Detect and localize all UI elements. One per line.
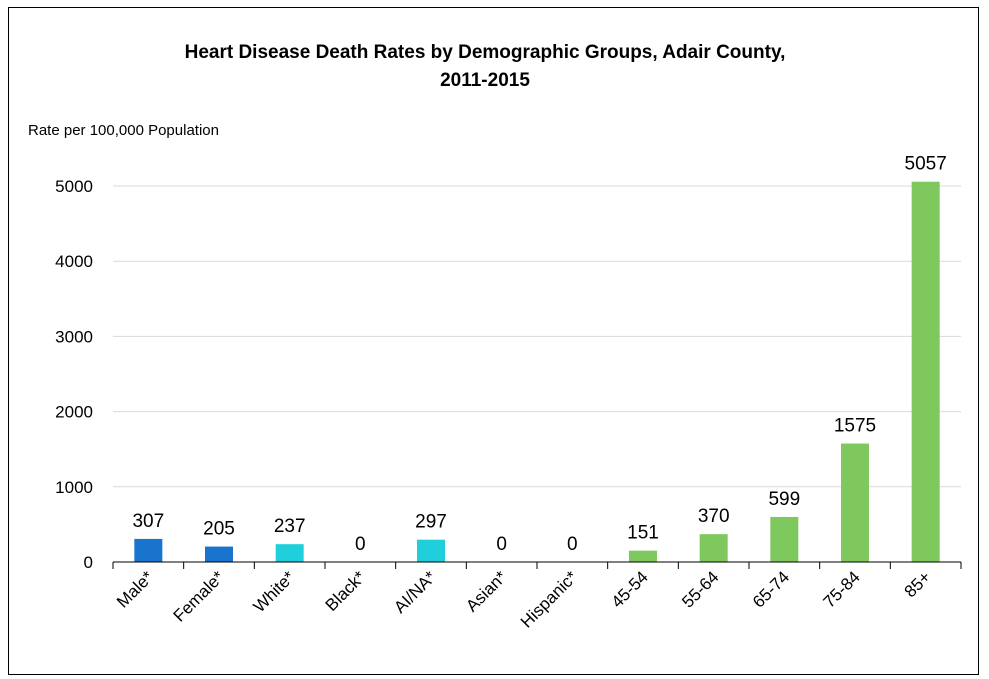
bar	[911, 181, 940, 562]
x-tick-label: 55-64	[678, 567, 722, 611]
x-tick-label: 85+	[901, 567, 935, 601]
data-label: 205	[203, 519, 235, 540]
bar	[205, 546, 233, 562]
data-label: 151	[627, 523, 659, 544]
x-tick-label: 65-74	[749, 567, 793, 611]
x-tick-label: 45-54	[608, 567, 652, 611]
data-label: 5057	[905, 154, 947, 175]
x-tick-label: 75-84	[820, 567, 864, 611]
x-tick-label: Male*	[113, 567, 157, 611]
bar	[417, 539, 445, 562]
bar	[275, 544, 304, 562]
x-tick-label: Black*	[322, 567, 370, 615]
data-label: 599	[768, 489, 800, 510]
y-tick-label: 1000	[55, 478, 93, 497]
data-label: 307	[132, 511, 164, 532]
bar	[841, 443, 869, 562]
x-tick-labels: Male* Female* White* Black* AI/NA* Asian* Hisp…	[113, 567, 935, 631]
y-axis-label: Rate per 100,000 Population	[28, 122, 219, 139]
chart-title: Heart Disease Death Rates by Demographic…	[185, 42, 786, 63]
gridlines	[113, 185, 961, 488]
data-label: 370	[698, 506, 730, 527]
data-label: 0	[496, 534, 507, 555]
bar	[629, 550, 657, 562]
chart-title-line2: 2011-2015	[440, 70, 530, 91]
data-label: 237	[274, 516, 306, 537]
data-label: 297	[415, 512, 447, 533]
data-label: 1575	[834, 416, 876, 437]
y-tick-label: 3000	[55, 327, 93, 346]
bar	[134, 538, 163, 562]
data-label: 0	[567, 534, 578, 555]
x-tick-label: White*	[250, 567, 299, 616]
y-tick-label: 4000	[55, 252, 93, 271]
x-tick-label: Hispanic*	[517, 567, 581, 631]
x-tick-label: AI/NA*	[390, 567, 440, 617]
x-tick-label: Female*	[170, 567, 228, 625]
y-tick-label: 5000	[55, 177, 93, 196]
axes	[112, 561, 962, 569]
chart-svg: Heart Disease Death Rates by Demographic…	[28, 42, 962, 632]
chart-frame: Heart Disease Death Rates by Demographic…	[8, 7, 979, 675]
data-labels: 307 205 237 0 297 0 0 151 370 599 1575 5057	[132, 154, 946, 555]
y-tick-labels: 0 1000 2000 3000 4000 5000	[55, 177, 93, 572]
bar	[770, 516, 799, 562]
y-tick-label: 2000	[55, 403, 93, 422]
bars	[134, 181, 940, 562]
y-tick-label: 0	[84, 553, 93, 572]
x-tick-label: Asian*	[462, 567, 510, 615]
data-label: 0	[355, 534, 366, 555]
bar	[699, 534, 728, 562]
